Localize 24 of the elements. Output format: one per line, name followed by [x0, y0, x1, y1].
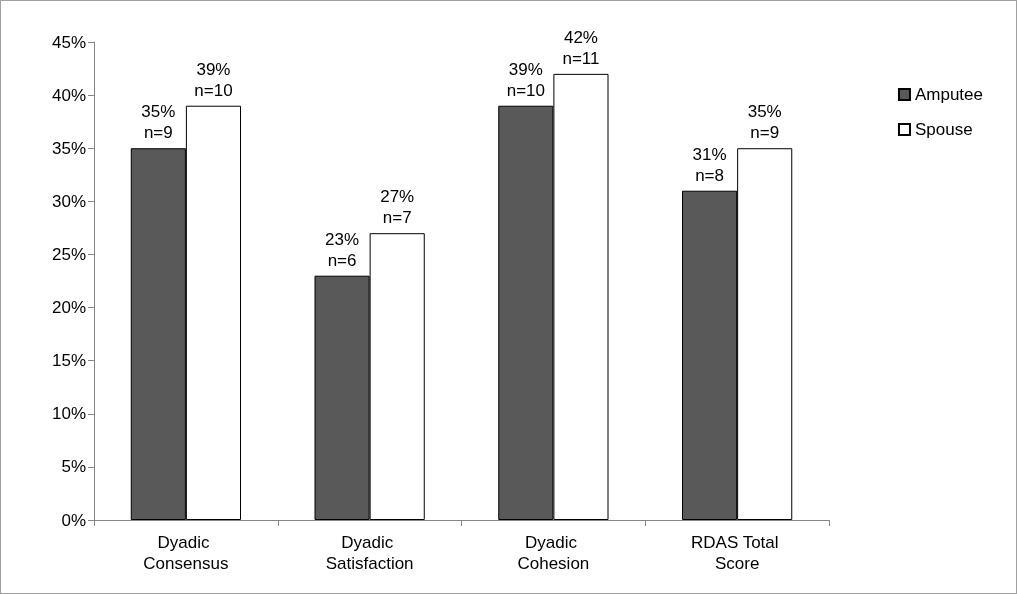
- data-label: 42% n=11: [562, 27, 600, 68]
- y-tick-label: 5%: [61, 457, 86, 477]
- data-label: 27% n=7: [380, 187, 415, 228]
- legend-label: Amputee: [914, 85, 984, 104]
- data-label: 39% n=10: [506, 59, 545, 100]
- data-label: 35% n=9: [141, 102, 176, 143]
- y-tick-label: 10%: [51, 404, 86, 424]
- x-tick-label: RDAS Total Score: [690, 533, 784, 573]
- x-tick-label: Dyadic Satisfaction: [325, 533, 414, 573]
- x-tick-label: Dyadic Cohesion: [517, 533, 590, 573]
- data-label: 39% n=10: [194, 59, 233, 100]
- y-tick-label: 35%: [51, 138, 86, 158]
- y-tick-label: 45%: [51, 32, 86, 52]
- y-tick-label: 25%: [51, 244, 86, 264]
- y-tick-label: 30%: [51, 191, 86, 211]
- y-tick-label: 40%: [51, 85, 86, 105]
- x-tick-label: Dyadic Consensus: [143, 533, 229, 573]
- y-tick-label: 15%: [51, 351, 86, 371]
- data-label: 35% n=9: [747, 102, 782, 143]
- data-label: 23% n=6: [325, 229, 360, 270]
- y-tick-label: 0%: [61, 510, 86, 530]
- legend-label: Spouse: [914, 120, 973, 139]
- y-tick-label: 20%: [51, 298, 86, 318]
- data-label: 31% n=8: [692, 144, 727, 185]
